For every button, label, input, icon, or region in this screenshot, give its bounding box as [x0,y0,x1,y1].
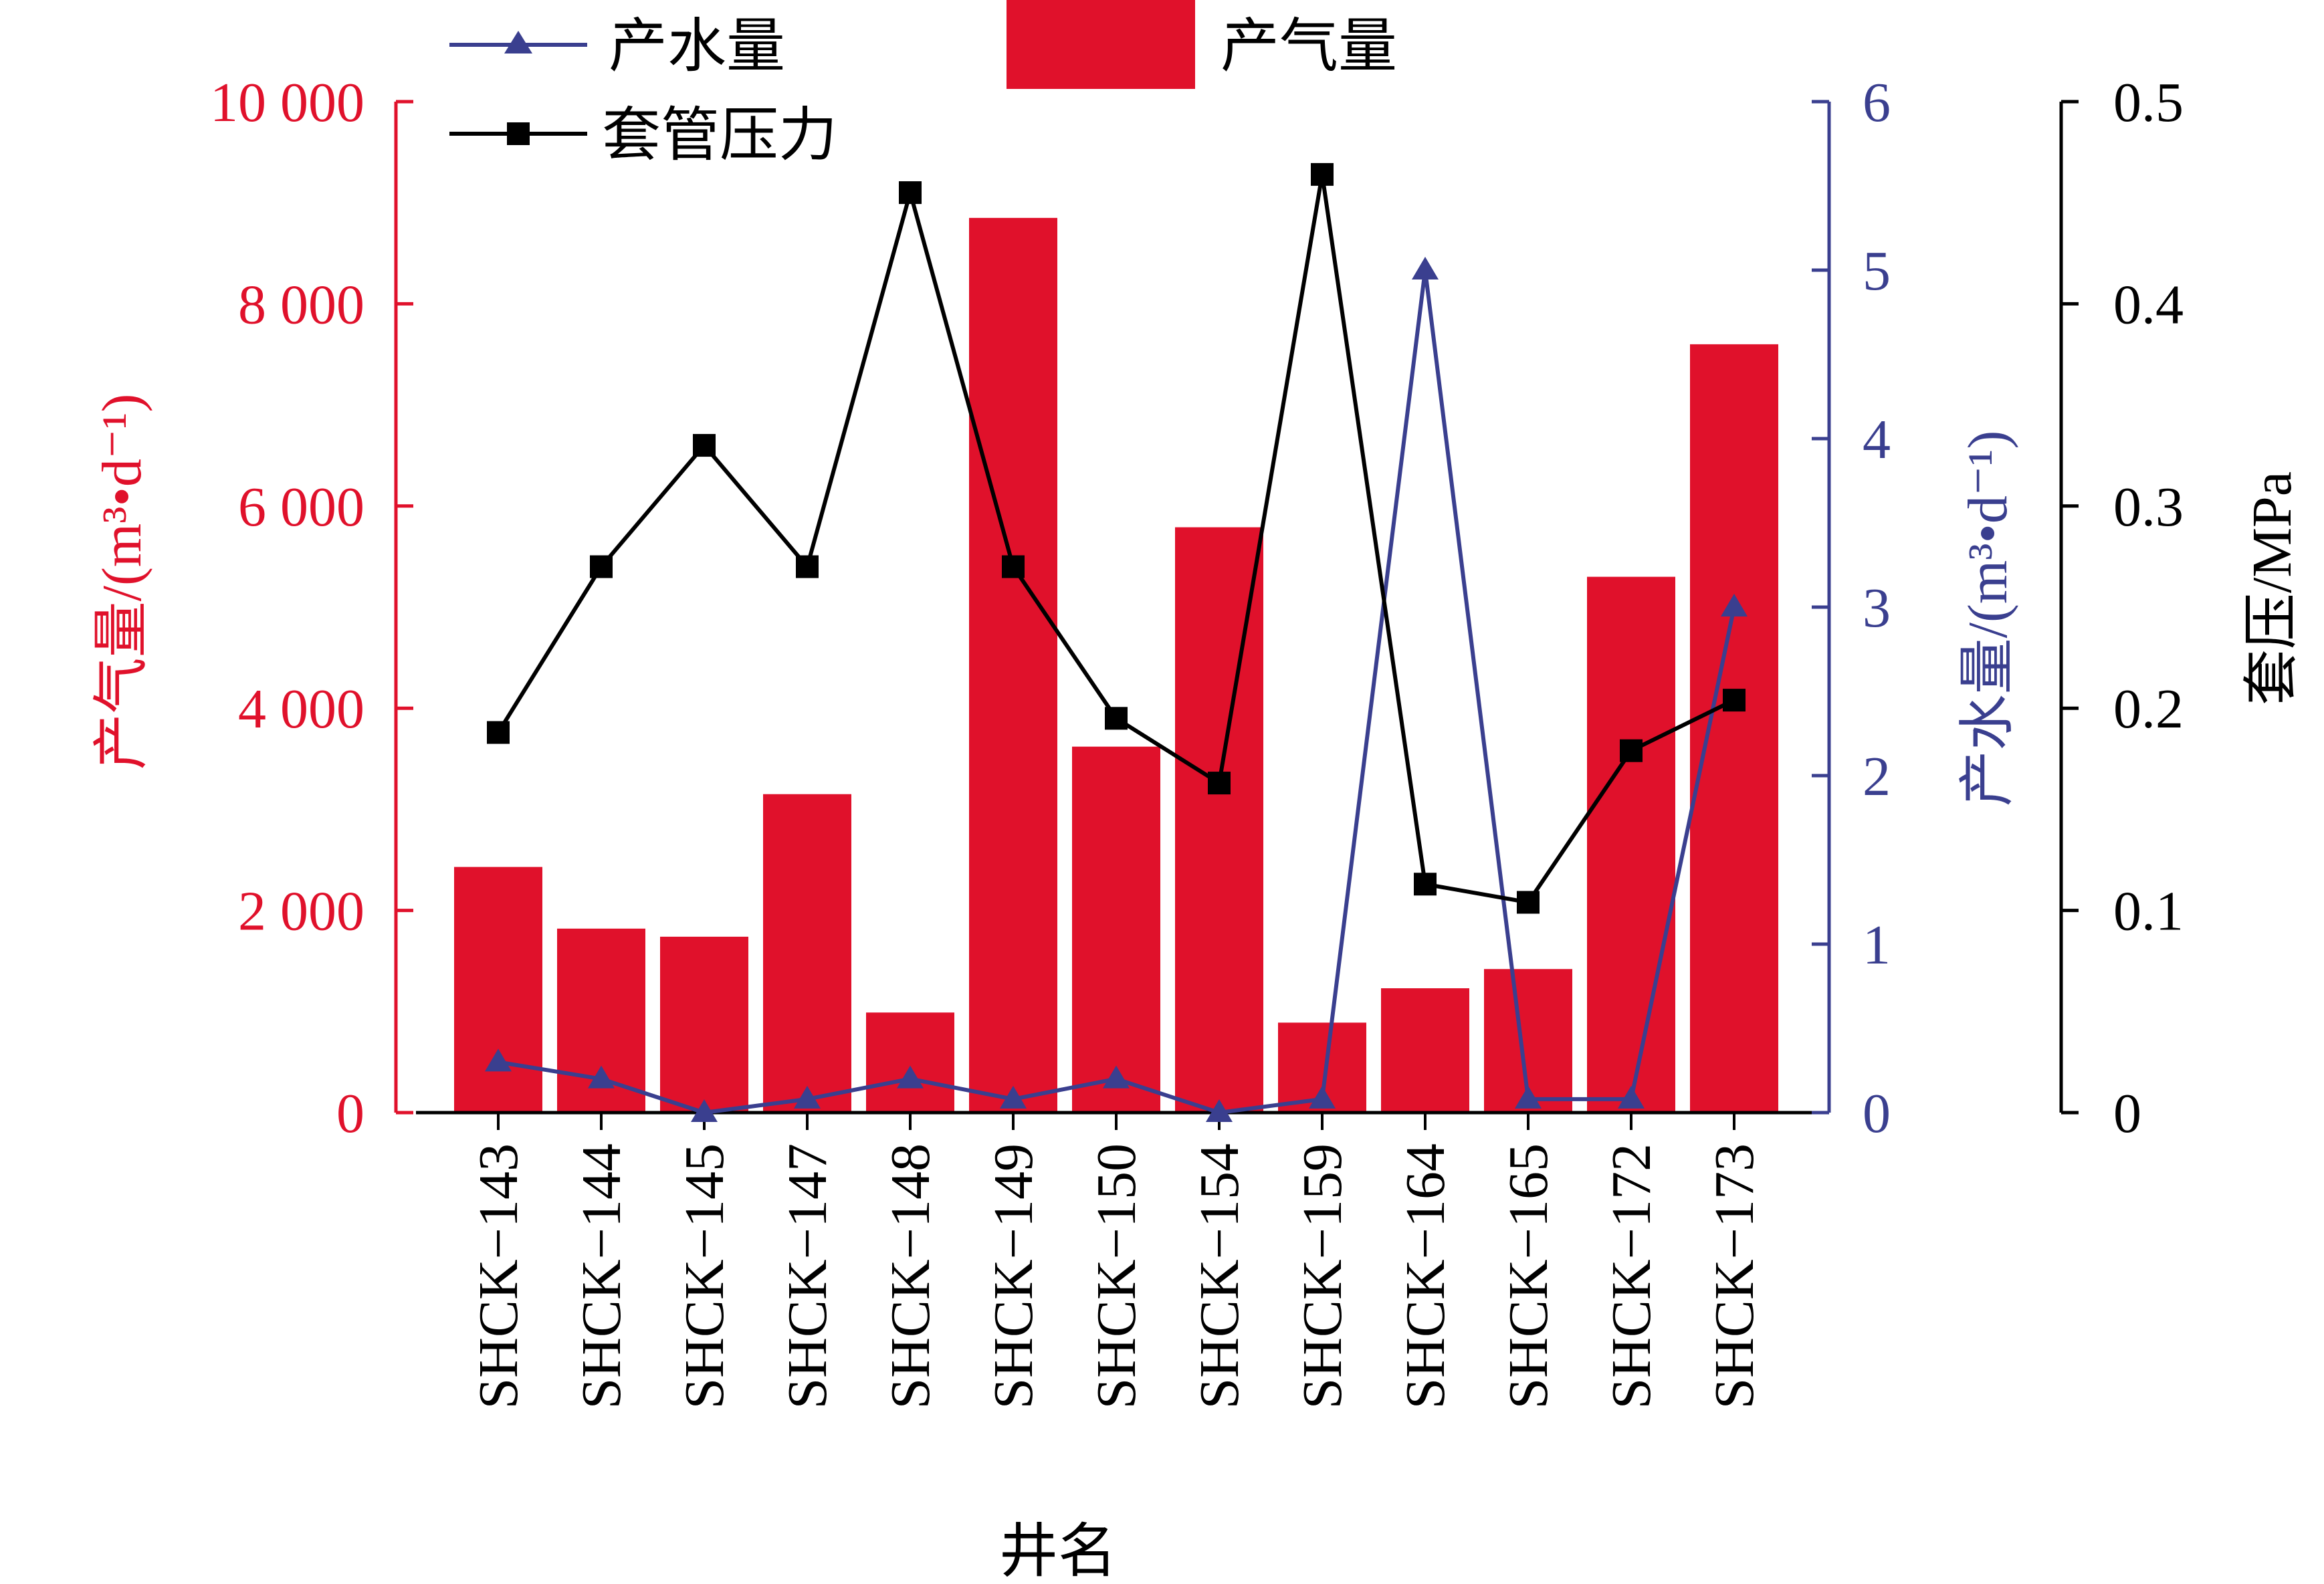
pressure-point [1620,739,1643,762]
pressure-point [1517,891,1540,914]
x-tick-label: SHCK−145 [673,1143,736,1409]
pressure-tick-label: 0.4 [2113,273,2184,336]
pressure-point [1208,772,1231,795]
water-point [1515,1085,1542,1109]
legend-item-water: 产水量 [449,15,785,80]
gas-bar [1690,344,1778,1113]
x-tick-label: SHCK−143 [467,1143,530,1409]
x-tick-label: SHCK−172 [1600,1143,1663,1409]
pressure-point [487,721,510,744]
water-tick-label: 2 [1863,746,1891,808]
water-tick-label: 1 [1863,914,1891,976]
pressure-tick-label: 0.5 [2113,72,2184,134]
pressure-tick-label: 0.3 [2113,476,2184,538]
x-tick-label: SHCK−159 [1291,1143,1354,1409]
water-axis: 0 1 2 3 4 5 6 [1812,72,1891,1145]
pressure-point [1311,162,1334,186]
x-tick-label: SHCK−154 [1188,1143,1251,1409]
pressure-axis: 0 0.1 0.2 0.3 0.4 0.5 [2059,72,2184,1145]
gas-axis-title: 产气量/(m³•d⁻¹) [91,394,153,770]
water-point [1309,1085,1336,1109]
pressure-point [796,555,819,578]
x-tick-label: SHCK−173 [1703,1143,1766,1409]
legend-swatch-gas [1007,0,1195,89]
legend-item-pressure: 套管压力 [449,104,837,168]
pressure-point [590,555,613,578]
gas-axis: 0 2 000 4 000 6 000 8 000 10 000 [210,72,413,1145]
x-axis-title: 井名 [999,1520,1117,1584]
gas-bar [660,936,748,1113]
legend-label-gas: 产气量 [1221,15,1397,80]
legend-label-pressure: 套管压力 [602,104,837,168]
gas-bar [454,867,542,1113]
pressure-point [899,181,922,205]
water-point [1103,1065,1130,1089]
gas-tick-label: 4 000 [238,678,364,740]
pressure-tick-label: 0.2 [2113,678,2184,740]
pressure-point [693,434,716,457]
water-point [794,1085,821,1109]
series-lines [485,162,1748,1122]
gas-bar [969,217,1057,1113]
x-tick-label: SHCK−164 [1394,1143,1457,1409]
x-tick-label: SHCK−149 [982,1143,1045,1409]
x-tick-label: SHCK−148 [879,1143,942,1409]
water-point [1721,594,1748,616]
gas-bar [866,1012,954,1113]
x-tick-label: SHCK−150 [1085,1143,1148,1409]
x-tick-label: SHCK−147 [776,1143,839,1409]
legend-item-gas: 产气量 [1007,0,1397,89]
pressure-point [1723,689,1746,712]
gas-bar [1175,527,1263,1113]
pressure-tick-label: 0 [2113,1083,2141,1145]
square-marker-icon [507,122,530,145]
pressure-point [1002,555,1025,578]
x-tick-label: SHCK−165 [1497,1143,1560,1409]
water-tick-label: 6 [1863,72,1891,134]
triangle-marker-icon [504,31,532,53]
water-tick-label: 4 [1863,409,1891,471]
water-point [588,1065,615,1089]
gas-tick-label: 6 000 [238,476,364,538]
gas-bar [1587,576,1675,1113]
gas-bar [1072,746,1160,1113]
water-tick-label: 0 [1863,1083,1891,1145]
gas-tick-label: 2 000 [238,881,364,943]
gas-bar [763,794,851,1113]
water-point [1206,1099,1233,1122]
pressure-point [1105,707,1128,730]
pressure-tick-label: 0.1 [2113,881,2184,943]
pressure-point [1414,873,1437,896]
legend-label-water: 产水量 [609,15,785,80]
gas-tick-label: 10 000 [210,72,364,134]
water-point [1618,1085,1645,1109]
gas-tick-label: 0 [336,1083,364,1145]
legend: 产水量 产气量 套管压力 [449,0,1397,168]
water-point [1000,1085,1027,1109]
x-axis: SHCK−143 SHCK−144 SHCK−145 SHCK−147 SHCK−148… [416,1111,1829,1409]
x-tick-label: SHCK−144 [570,1143,633,1409]
pressure-axis-title: 套压/MPa [2241,471,2303,705]
water-tick-label: 5 [1863,240,1891,302]
water-tick-label: 3 [1863,577,1891,639]
gas-bars [454,217,1778,1113]
water-point [485,1048,512,1072]
water-point [691,1099,718,1122]
water-axis-title: 产水量/(m³•d⁻¹) [1957,431,2019,807]
water-point [1412,257,1439,279]
gas-bar [1381,988,1469,1113]
gas-tick-label: 8 000 [238,273,364,336]
water-point [897,1065,924,1089]
